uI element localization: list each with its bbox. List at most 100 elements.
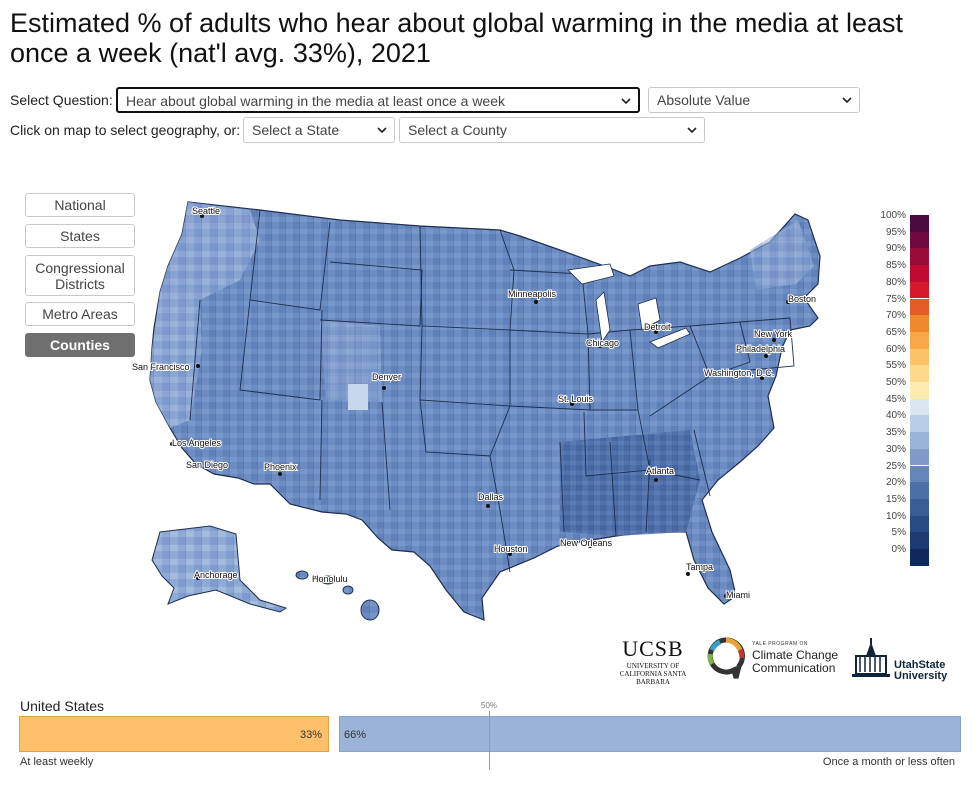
yale-speech-bubble-icon xyxy=(707,637,745,679)
legend-swatch xyxy=(910,515,929,533)
hawaii[interactable] xyxy=(295,570,380,621)
midpoint-label: 50% xyxy=(481,701,498,710)
legend-label: 0% xyxy=(891,544,906,555)
city-honolulu: Honolulu xyxy=(312,574,348,584)
legend-swatch xyxy=(910,432,929,449)
county-select[interactable]: Select a County xyxy=(399,117,705,143)
congressional-districts-button[interactable]: Congressional Districts xyxy=(25,255,135,296)
us-county-map[interactable]: Seattle San Francisco Los Angeles San Di… xyxy=(90,180,830,630)
legend-label: 35% xyxy=(885,427,906,439)
legend-label: 45% xyxy=(885,393,906,405)
chevron-down-icon xyxy=(687,127,697,134)
lake-superior xyxy=(567,263,615,285)
legend-swatch xyxy=(910,382,929,399)
city-markers: Seattle San Francisco Los Angeles San Di… xyxy=(131,205,817,601)
legend-label: 90% xyxy=(885,243,906,255)
alaska[interactable] xyxy=(151,525,288,613)
national-button[interactable]: National xyxy=(25,193,135,217)
legend-swatch xyxy=(910,498,929,516)
state-select[interactable]: Select a State xyxy=(243,117,395,143)
summary-geography-label: United States xyxy=(20,698,105,714)
ucsb-logo-subtext: UNIVERSITY OF CALIFORNIA SANTA BARBARA xyxy=(619,662,687,686)
legend-label: 55% xyxy=(885,360,906,372)
lake-michigan xyxy=(595,291,611,344)
city-philadelphia: Philadelphia xyxy=(736,344,785,354)
monthly-or-less-value: 66% xyxy=(344,729,367,741)
chevron-down-icon xyxy=(621,98,631,105)
city-san-francisco: San Francisco xyxy=(132,362,190,372)
city-st-louis: St. Louis xyxy=(558,394,594,404)
legend-label: 15% xyxy=(885,493,906,505)
city-tampa: Tampa xyxy=(686,562,713,572)
legend-swatch xyxy=(910,298,929,316)
city-chicago: Chicago xyxy=(586,338,619,348)
legend-swatch xyxy=(910,448,929,466)
city-denver: Denver xyxy=(372,372,401,382)
city-boston: Boston xyxy=(788,294,816,304)
legend-swatch xyxy=(910,215,929,232)
monthly-or-less-caption: Once a month or less often xyxy=(822,756,955,768)
legend-label: 75% xyxy=(885,293,906,305)
question-select[interactable]: Hear about global warming in the media a… xyxy=(116,87,640,113)
city-los-angeles: Los Angeles xyxy=(172,438,222,448)
legend-label: 80% xyxy=(885,276,906,288)
weekly-value: 33% xyxy=(299,729,322,741)
yale-program-text: YALE PROGRAM ON xyxy=(752,641,809,647)
city-dallas: Dallas xyxy=(478,492,504,502)
us-counties-fill[interactable] xyxy=(149,201,821,621)
colorado-region[interactable] xyxy=(320,320,382,402)
city-new-orleans: New Orleans xyxy=(560,538,613,548)
legend-label: 10% xyxy=(885,510,906,522)
city-washington-dc: Washington, D.C. xyxy=(704,368,774,378)
city-minneapolis: Minneapolis xyxy=(508,289,557,299)
metro-areas-button[interactable]: Metro Areas xyxy=(25,302,135,326)
ucsb-logo-text: UCSB xyxy=(622,636,684,661)
legend-label: 65% xyxy=(885,326,906,338)
legend-label: 40% xyxy=(885,410,906,422)
legend-swatch xyxy=(910,415,929,433)
midpoint-line xyxy=(489,711,490,770)
yale-logo: YALE PROGRAM ON Climate Change Communica… xyxy=(706,636,856,686)
county-select-value: Select a County xyxy=(408,122,507,138)
light-counties-co[interactable] xyxy=(348,384,368,410)
legend-swatch xyxy=(910,348,929,366)
lake-erie xyxy=(649,327,691,349)
legend-label: 50% xyxy=(885,377,906,388)
counties-button[interactable]: Counties xyxy=(25,333,135,357)
legend-label: 100% xyxy=(880,210,906,221)
legend-swatch xyxy=(910,265,929,282)
legend-label: 60% xyxy=(885,343,906,355)
new-england-region[interactable] xyxy=(750,220,814,290)
legend-swatch xyxy=(910,549,929,566)
contiguous-us[interactable] xyxy=(149,201,821,621)
monthly-or-less-bar: 66% xyxy=(339,716,961,752)
city-detroit: Detroit xyxy=(644,322,671,332)
city-san-diego: San Diego xyxy=(186,460,228,470)
value-type-select-value: Absolute Value xyxy=(657,92,751,108)
legend-swatch xyxy=(910,532,929,549)
city-new-york: New York xyxy=(754,329,793,339)
southeast-region[interactable] xyxy=(560,430,700,536)
ucsb-logo: UCSB UNIVERSITY OF CALIFORNIA SANTA BARB… xyxy=(608,636,698,686)
question-select-value: Hear about global warming in the media a… xyxy=(126,93,505,109)
city-houston: Houston xyxy=(494,544,528,554)
yale-name-text: Climate Change Communication xyxy=(752,648,839,675)
legend-swatch xyxy=(910,482,929,499)
states-button[interactable]: States xyxy=(25,224,135,248)
legend-label: 70% xyxy=(885,310,906,322)
city-seattle: Seattle xyxy=(192,206,220,216)
chevron-down-icon xyxy=(842,97,852,104)
lake-huron xyxy=(637,297,661,331)
usu-name-text: UtahState University xyxy=(894,659,948,682)
value-type-select[interactable]: Absolute Value xyxy=(648,87,860,113)
usu-building-icon xyxy=(852,638,890,677)
city-anchorage: Anchorage xyxy=(194,570,238,580)
pacific-northwest-region[interactable] xyxy=(160,202,260,300)
legend-label: 20% xyxy=(885,477,906,489)
legend-swatch xyxy=(910,315,929,332)
select-question-label: Select Question: xyxy=(10,92,113,108)
weekly-caption: At least weekly xyxy=(20,756,94,768)
legend-label: 5% xyxy=(891,527,906,539)
west-coast-region[interactable] xyxy=(150,292,202,428)
legend-swatch xyxy=(910,398,929,416)
